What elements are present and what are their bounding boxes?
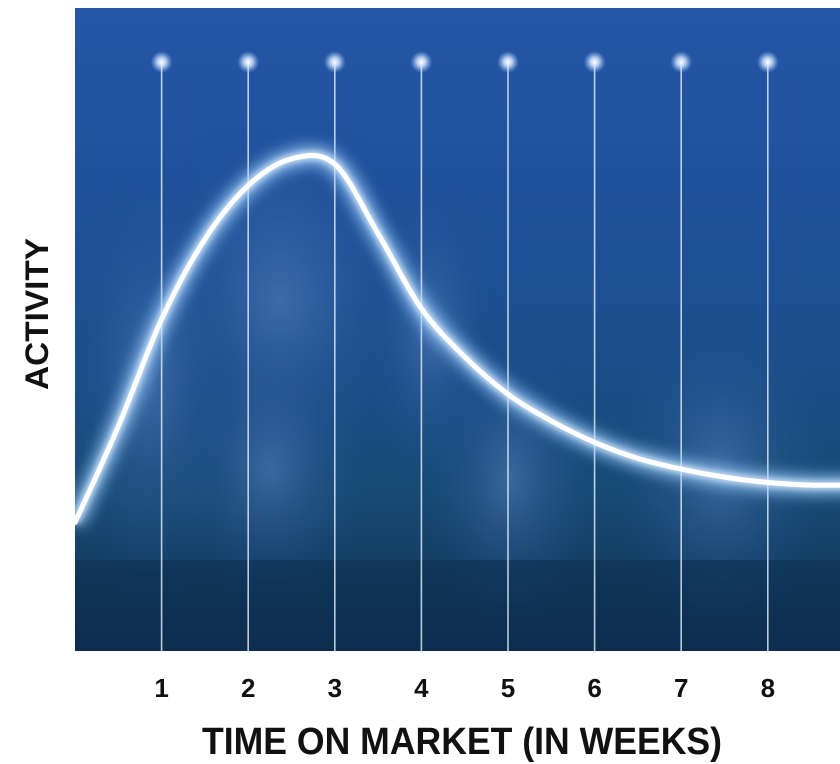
grid-dots: [150, 51, 779, 73]
y-axis-title: ACTIVITY: [19, 238, 55, 390]
grid-dot-week-4: [410, 51, 433, 73]
x-tick-label-7: 7: [674, 673, 688, 703]
x-axis-title: TIME ON MARKET (IN WEEKS): [202, 721, 722, 763]
grid-dot-week-5: [497, 51, 519, 73]
plot-background: [75, 8, 840, 651]
x-tick-label-2: 2: [241, 673, 255, 703]
series-curve: [75, 152, 840, 526]
x-tick-label-3: 3: [328, 673, 342, 703]
grid-dot-week-1: [150, 51, 173, 73]
x-tick-label-1: 1: [154, 673, 168, 703]
series-line-0: [75, 145, 840, 527]
series-layer: [75, 145, 840, 527]
grid-dot-week-2: [237, 51, 260, 73]
grid-dot-week-8: [756, 51, 779, 73]
x-tick-label-6: 6: [587, 673, 601, 703]
grid-dot-week-7: [670, 51, 693, 73]
x-tick-label-8: 8: [761, 673, 775, 703]
grid-dot-week-6: [583, 51, 606, 73]
x-tick-label-5: 5: [501, 673, 515, 703]
grid-dot-week-3: [323, 51, 346, 73]
x-tick-label-4: 4: [414, 673, 429, 703]
x-tick-labels: 1 2 3 4 5 6 7 8: [154, 673, 775, 703]
